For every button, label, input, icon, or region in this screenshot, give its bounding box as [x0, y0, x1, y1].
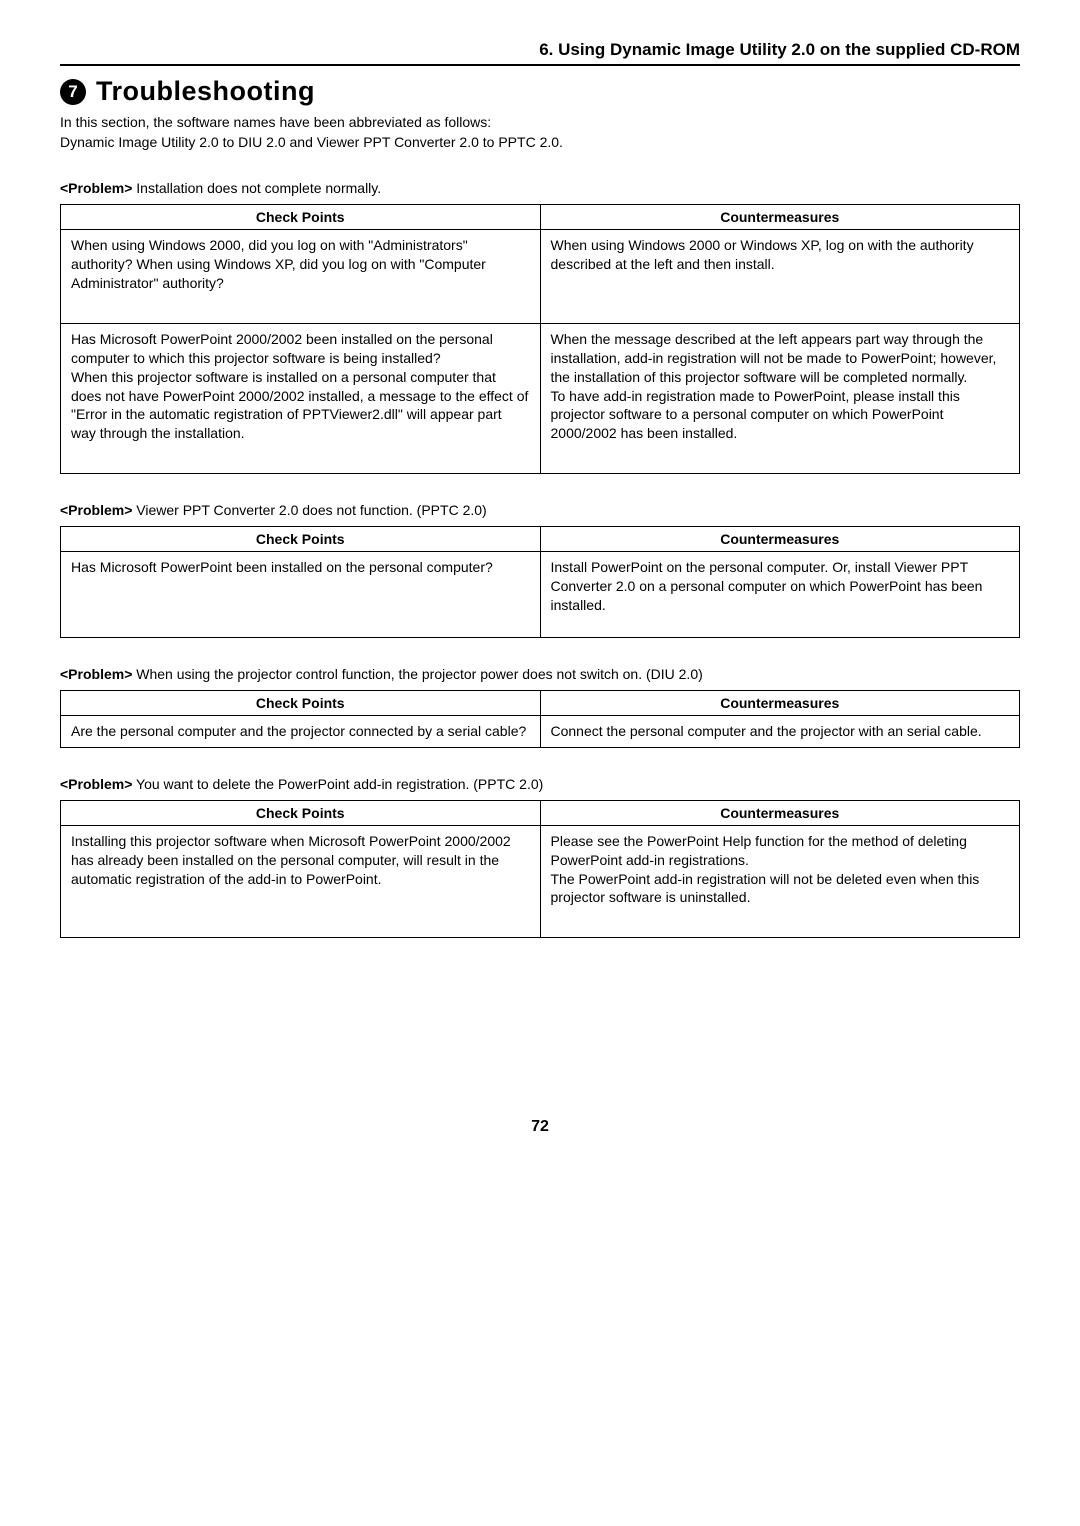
- cell-check: Has Microsoft PowerPoint been installed …: [61, 552, 541, 638]
- table-2: Check Points Countermeasures Has Microso…: [60, 526, 1020, 638]
- table-row: Are the personal computer and the projec…: [61, 715, 1020, 747]
- problem-label: <Problem>: [60, 180, 132, 196]
- cell-counter: When the message described at the left a…: [540, 323, 1020, 473]
- table-row: Has Microsoft PowerPoint been installed …: [61, 552, 1020, 638]
- main-title: Troubleshooting: [96, 76, 315, 107]
- title-row: 7 Troubleshooting: [60, 76, 1020, 107]
- problem-line-3: <Problem> When using the projector contr…: [60, 666, 1020, 682]
- th-counter: Countermeasures: [540, 527, 1020, 552]
- cell-check: Installing this projector software when …: [61, 825, 541, 938]
- problem-text-2: Viewer PPT Converter 2.0 does not functi…: [132, 502, 486, 518]
- th-counter: Countermeasures: [540, 205, 1020, 230]
- problem-label: <Problem>: [60, 776, 132, 792]
- cell-counter: When using Windows 2000 or Windows XP, l…: [540, 230, 1020, 324]
- th-counter: Countermeasures: [540, 690, 1020, 715]
- problem-label: <Problem>: [60, 666, 132, 682]
- title-number-circle: 7: [60, 79, 86, 105]
- table-4: Check Points Countermeasures Installing …: [60, 800, 1020, 939]
- table-row: When using Windows 2000, did you log on …: [61, 230, 1020, 324]
- problem-label: <Problem>: [60, 502, 132, 518]
- problem-line-4: <Problem> You want to delete the PowerPo…: [60, 776, 1020, 792]
- cell-check: When using Windows 2000, did you log on …: [61, 230, 541, 324]
- problem-text-3: When using the projector control functio…: [132, 666, 702, 682]
- th-check: Check Points: [61, 800, 541, 825]
- th-check: Check Points: [61, 527, 541, 552]
- problem-line-1: <Problem> Installation does not complete…: [60, 180, 1020, 196]
- th-counter: Countermeasures: [540, 800, 1020, 825]
- problem-text-1: Installation does not complete normally.: [132, 180, 381, 196]
- cell-check: Are the personal computer and the projec…: [61, 715, 541, 747]
- section-header-text: 6. Using Dynamic Image Utility 2.0 on th…: [539, 40, 1020, 59]
- cell-counter: Connect the personal computer and the pr…: [540, 715, 1020, 747]
- section-header: 6. Using Dynamic Image Utility 2.0 on th…: [60, 40, 1020, 66]
- cell-counter: Please see the PowerPoint Help function …: [540, 825, 1020, 938]
- intro-text: In this section, the software names have…: [60, 113, 1020, 152]
- table-1: Check Points Countermeasures When using …: [60, 204, 1020, 474]
- page-number: 72: [60, 1118, 1020, 1136]
- table-3: Check Points Countermeasures Are the per…: [60, 690, 1020, 748]
- th-check: Check Points: [61, 205, 541, 230]
- th-check: Check Points: [61, 690, 541, 715]
- problem-line-2: <Problem> Viewer PPT Converter 2.0 does …: [60, 502, 1020, 518]
- cell-check: Has Microsoft PowerPoint 2000/2002 been …: [61, 323, 541, 473]
- problem-text-4: You want to delete the PowerPoint add-in…: [132, 776, 543, 792]
- table-row: Installing this projector software when …: [61, 825, 1020, 938]
- table-row: Has Microsoft PowerPoint 2000/2002 been …: [61, 323, 1020, 473]
- intro-line-1: In this section, the software names have…: [60, 113, 1020, 133]
- intro-line-2: Dynamic Image Utility 2.0 to DIU 2.0 and…: [60, 133, 1020, 153]
- cell-counter: Install PowerPoint on the personal compu…: [540, 552, 1020, 638]
